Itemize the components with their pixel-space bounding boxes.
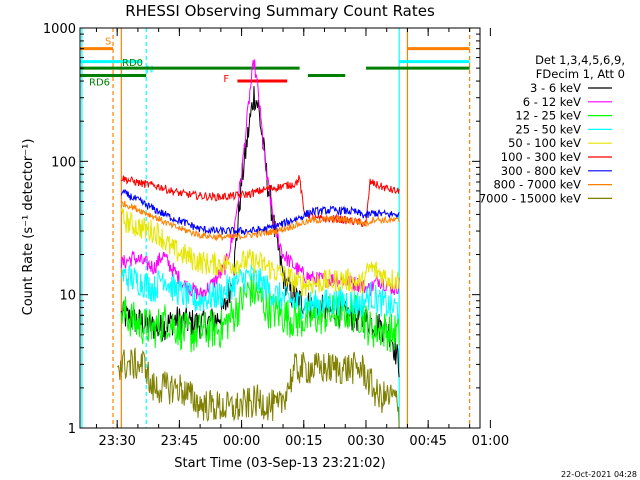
legend-label-7: 800 - 7000 keV: [493, 178, 581, 192]
footer-timestamp: 22-Oct-2021 04:28: [561, 470, 637, 479]
y-tick-label-0: 1: [68, 422, 76, 437]
series-line-7: [120, 200, 400, 242]
legend-label-6: 300 - 800 keV: [501, 164, 581, 178]
flag-label-f: F: [223, 74, 229, 85]
legend-label-4: 50 - 100 keV: [508, 136, 581, 150]
flag-label-n: N: [146, 65, 153, 76]
series-line-1: [120, 59, 400, 300]
legend-label-5: 100 - 300 keV: [501, 150, 581, 164]
series-line-5: [120, 175, 400, 227]
x-tick-label-2: 00:00: [223, 434, 260, 449]
chart-title: RHESSI Observing Summary Count Rates: [125, 2, 435, 20]
x-tick-label-6: 01:00: [472, 434, 509, 449]
legend-label-3: 25 - 50 keV: [515, 122, 581, 136]
series-line-3: [120, 264, 400, 320]
x-axis-label: Start Time (03-Sep-13 23:21:02): [174, 456, 385, 471]
legend-label-1: 6 - 12 keV: [523, 95, 581, 109]
x-tick-label-3: 00:15: [285, 434, 322, 449]
series-line-8: [116, 347, 400, 429]
legend-label-8: 7000 - 15000 keV: [479, 191, 581, 205]
x-tick-label-4: 00:30: [347, 434, 384, 449]
x-tick-label-0: 23:30: [98, 434, 135, 449]
y-tick-label-3: 1000: [43, 22, 76, 37]
x-tick-label-5: 00:45: [409, 434, 446, 449]
series-line-6: [120, 189, 400, 236]
series-line-4: [120, 207, 400, 297]
legend-label-2: 12 - 25 keV: [515, 109, 581, 123]
flag-label-s: S: [105, 37, 111, 48]
y-axis-label: Count Rate (s⁻¹ detector⁻¹): [21, 139, 36, 316]
x-tick-label-1: 23:45: [161, 434, 198, 449]
flag-label-rd6: RD6: [89, 78, 110, 89]
y-tick-label-1: 10: [59, 289, 76, 304]
legend-header-0: Det 1,3,4,5,6,9,: [535, 53, 625, 67]
plot-frame: [79, 27, 481, 429]
legend-label-0: 3 - 6 keV: [530, 81, 581, 95]
y-tick-label-2: 100: [51, 155, 76, 170]
series-line-2: [120, 273, 400, 353]
flag-label-rd0: RD0: [122, 58, 143, 69]
legend-header-1: FDecim 1, Att 0: [536, 67, 625, 81]
